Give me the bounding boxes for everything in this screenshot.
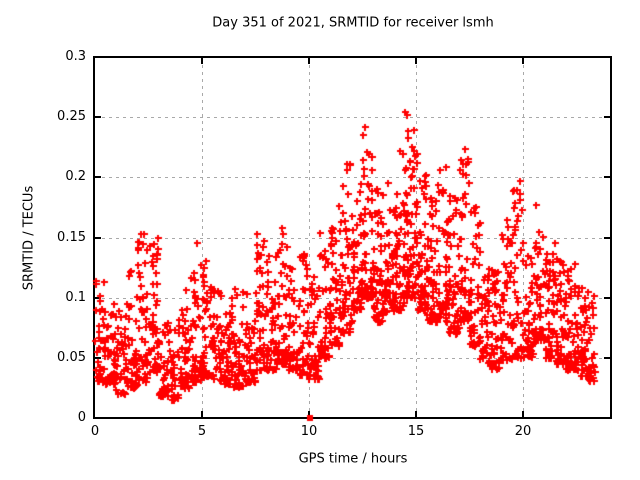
y-tick-label: 0.15 — [57, 230, 86, 245]
y-tick-label: 0 — [77, 410, 86, 425]
y-tick-label: 0.2 — [65, 169, 86, 184]
y-tick-label: 0.3 — [65, 49, 86, 64]
x-tick-label: 20 — [514, 424, 532, 439]
y-tick-label: 0.25 — [57, 109, 86, 124]
x-tick-label: 5 — [197, 424, 207, 439]
x-tick-label: 0 — [90, 424, 100, 439]
y-tick-label: 0.1 — [65, 290, 86, 305]
x-tick-label: 15 — [407, 424, 425, 439]
y-tick-label: 0.05 — [57, 350, 86, 365]
x-tick-label: 10 — [300, 424, 318, 439]
